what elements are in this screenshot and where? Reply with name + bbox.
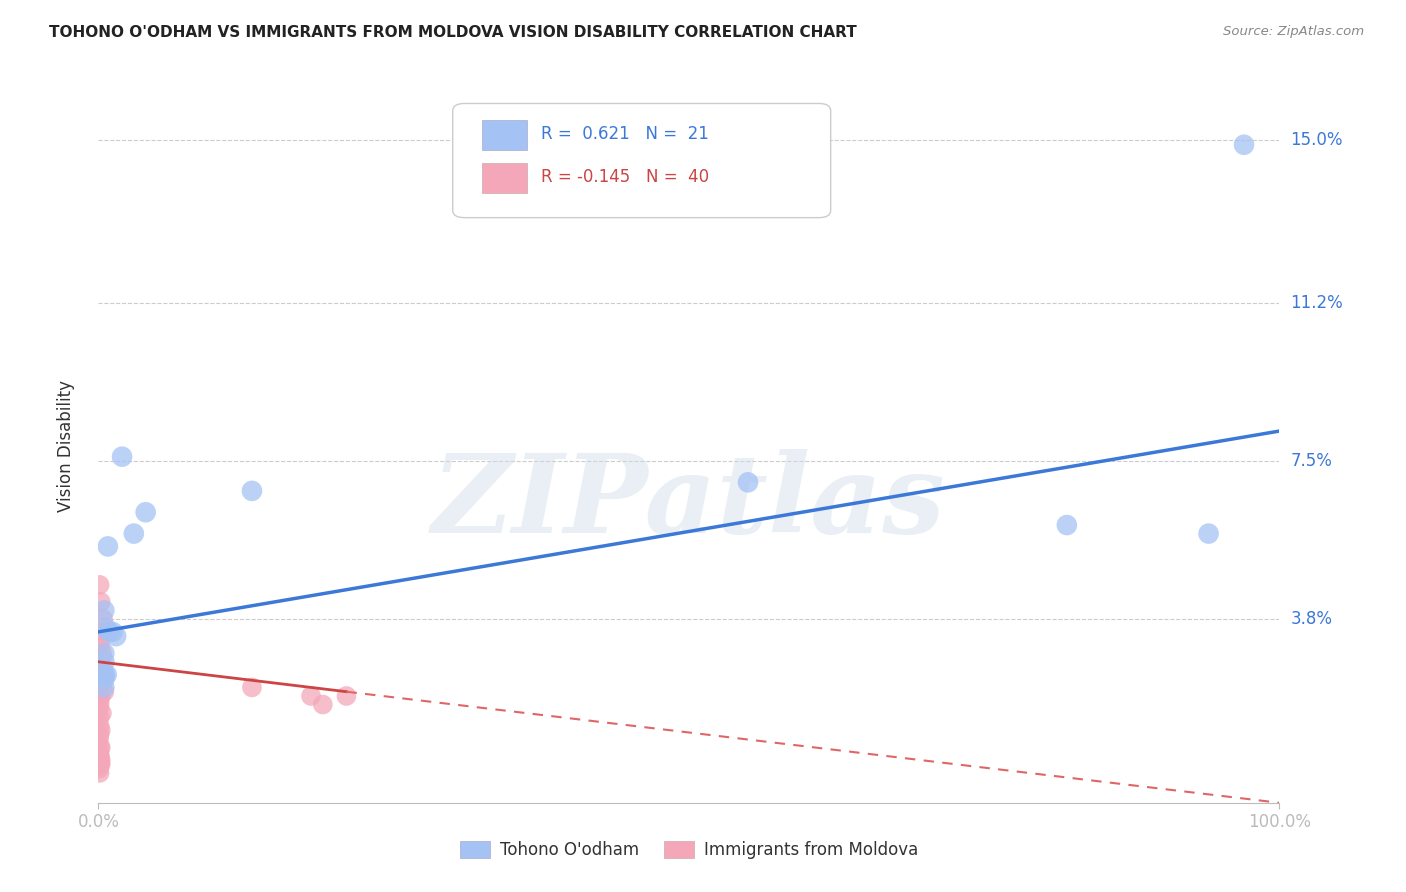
Point: [90, 650, 112, 665]
FancyBboxPatch shape: [482, 120, 527, 150]
Point: [94, 621, 117, 635]
Text: 3.8%: 3.8%: [1291, 610, 1333, 628]
Text: TOHONO O'ODHAM VS IMMIGRANTS FROM MOLDOVA VISION DISABILITY CORRELATION CHART: TOHONO O'ODHAM VS IMMIGRANTS FROM MOLDOV…: [49, 25, 858, 40]
Point: [89, 757, 111, 772]
Point: [93, 667, 115, 681]
Point: [91, 672, 114, 686]
Point: [101, 624, 124, 639]
Point: [240, 681, 263, 695]
Point: [90, 740, 112, 755]
Point: [89, 740, 111, 755]
Point: [90, 689, 112, 703]
Text: ZIPatlas: ZIPatlas: [432, 450, 946, 557]
Point: [89, 698, 111, 712]
Point: [312, 698, 335, 712]
FancyBboxPatch shape: [482, 162, 527, 193]
FancyBboxPatch shape: [453, 103, 831, 218]
Text: 7.5%: 7.5%: [1291, 452, 1333, 470]
Point: [93, 681, 115, 695]
Point: [122, 526, 145, 541]
Point: [105, 629, 128, 643]
Legend: Tohono O'odham, Immigrants from Moldova: Tohono O'odham, Immigrants from Moldova: [453, 834, 925, 866]
Point: [89, 727, 111, 741]
Point: [91, 612, 114, 626]
Point: [93, 684, 115, 698]
Point: [1198, 526, 1220, 541]
Point: [96, 667, 118, 681]
Text: R = -0.145   N =  40: R = -0.145 N = 40: [541, 168, 710, 186]
Point: [1233, 137, 1256, 152]
Point: [93, 646, 115, 660]
Point: [93, 603, 115, 617]
Point: [1056, 518, 1078, 533]
Text: 11.2%: 11.2%: [1291, 293, 1343, 312]
Point: [89, 681, 111, 695]
Text: Source: ZipAtlas.com: Source: ZipAtlas.com: [1223, 25, 1364, 38]
Point: [93, 672, 115, 686]
Point: [89, 638, 111, 652]
Point: [89, 748, 111, 763]
Point: [89, 710, 111, 724]
Text: 15.0%: 15.0%: [1291, 131, 1343, 150]
Point: [89, 745, 111, 759]
Point: [335, 689, 357, 703]
Point: [89, 719, 111, 733]
Point: [299, 689, 322, 703]
Point: [97, 540, 120, 554]
Point: [89, 578, 111, 592]
Point: [90, 595, 112, 609]
Point: [87, 762, 110, 776]
Point: [89, 753, 111, 767]
Point: [93, 667, 115, 681]
Point: [89, 757, 111, 772]
Y-axis label: Vision Disability: Vision Disability: [56, 380, 75, 512]
Point: [240, 483, 263, 498]
Point: [90, 723, 112, 738]
Point: [89, 663, 111, 677]
Point: [87, 731, 110, 746]
Text: R =  0.621   N =  21: R = 0.621 N = 21: [541, 125, 709, 143]
Point: [89, 765, 111, 780]
Point: [111, 450, 134, 464]
Point: [737, 475, 759, 490]
Point: [90, 757, 112, 772]
Point: [87, 702, 110, 716]
Point: [89, 655, 111, 669]
Point: [93, 655, 115, 669]
Point: [98, 624, 121, 639]
Point: [90, 753, 112, 767]
Point: [89, 633, 111, 648]
Point: [91, 624, 114, 639]
Point: [90, 667, 112, 681]
Point: [89, 693, 111, 707]
Point: [89, 748, 111, 763]
Point: [135, 505, 157, 519]
Point: [91, 646, 114, 660]
Point: [91, 706, 114, 720]
